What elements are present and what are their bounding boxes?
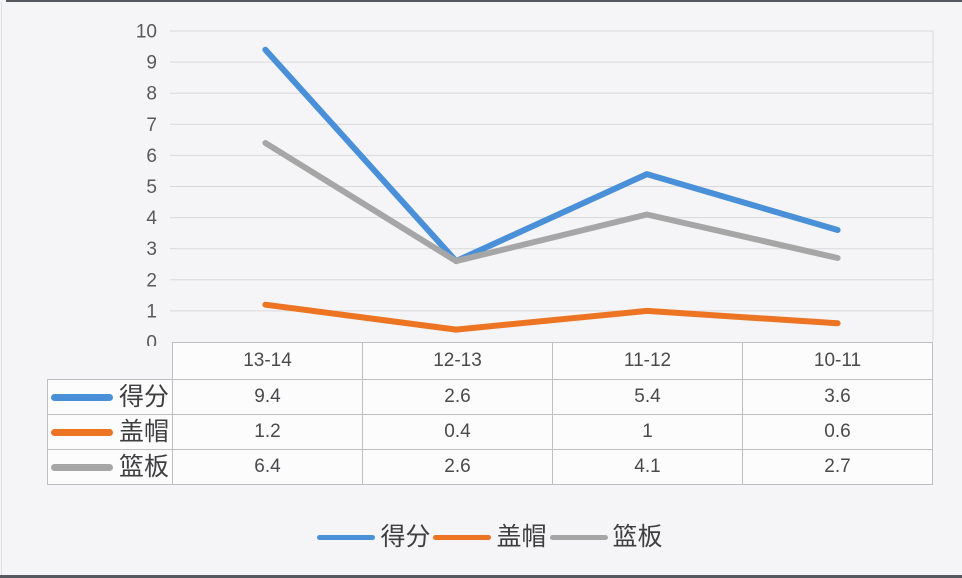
legend-label: 得分 xyxy=(380,523,431,551)
y-axis-tick-label: 6 xyxy=(146,146,157,167)
table-header-row: 13-14 12-13 11-12 10-11 xyxy=(48,342,933,380)
screenshot-top-edge xyxy=(6,0,962,2)
row-header-content: 得分 xyxy=(48,382,172,411)
table-cell: 0.6 xyxy=(742,414,933,450)
legend-label: 篮板 xyxy=(612,523,663,551)
series-line-score xyxy=(262,46,841,265)
y-axis-tick-label: 1 xyxy=(146,301,157,322)
table-cell: 1.2 xyxy=(172,414,363,450)
legend-line-swatch-rebounds xyxy=(549,534,608,540)
data-table-body: 得分 9.4 2.6 5.4 3.6 盖帽 1.2 0.4 1 0.6 篮板 6.4 2.6 4.1 2.7 xyxy=(47,379,933,485)
series-line-rebounds xyxy=(262,140,841,265)
y-axis-tick-label: 3 xyxy=(146,239,157,260)
table-cell: 2.7 xyxy=(742,449,933,485)
row-header-rebounds: 篮板 xyxy=(47,449,173,485)
legend-label: 盖帽 xyxy=(496,523,547,551)
table-cell: 1 xyxy=(552,414,743,450)
legend-line-swatch-blocks xyxy=(433,534,492,540)
y-axis-tick-label: 2 xyxy=(146,270,157,291)
series-key-line-blocks xyxy=(50,428,113,436)
legend-item-score: 得分 xyxy=(317,522,430,552)
screenshot-left-edge xyxy=(1,2,2,575)
series-name: 篮板 xyxy=(118,452,169,481)
chart-legend: 得分 盖帽 篮板 xyxy=(47,521,933,553)
table-corner-blank xyxy=(48,343,173,380)
y-axis-tick-label: 5 xyxy=(146,177,157,198)
y-axis-tick-label: 9 xyxy=(146,53,157,74)
table-cell: 2.6 xyxy=(362,379,553,415)
series-name: 得分 xyxy=(118,382,169,411)
table-row-rebounds: 篮板 6.4 2.6 4.1 2.7 xyxy=(47,449,933,485)
line-chart-plot: 0 1 2 3 4 5 6 7 8 9 10 xyxy=(136,22,934,347)
row-header-score: 得分 xyxy=(47,379,173,415)
legend-item-rebounds: 篮板 xyxy=(549,522,663,552)
data-table-header: 13-14 12-13 11-12 10-11 xyxy=(48,342,933,380)
table-row-blocks: 盖帽 1.2 0.4 1 0.6 xyxy=(47,414,933,450)
y-axis-tick-label: 7 xyxy=(146,115,157,136)
table-cell: 3.6 xyxy=(742,379,933,415)
column-header: 13-14 xyxy=(172,342,363,380)
series-line-blocks xyxy=(262,301,841,333)
y-axis-tick-label: 10 xyxy=(136,22,157,43)
legend-item-blocks: 盖帽 xyxy=(433,522,547,552)
row-header-blocks: 盖帽 xyxy=(47,414,173,450)
table-cell: 2.6 xyxy=(362,449,553,485)
table-cell: 9.4 xyxy=(172,379,363,415)
table-cell: 6.4 xyxy=(172,449,363,485)
table-row-score: 得分 9.4 2.6 5.4 3.6 xyxy=(47,379,933,415)
screenshot-bottom-edge xyxy=(0,575,962,578)
y-axis-tick-label: 8 xyxy=(146,84,157,105)
column-header: 10-11 xyxy=(742,342,933,380)
table-cell: 0.4 xyxy=(362,414,553,450)
table-cell: 4.1 xyxy=(552,449,743,485)
data-table: 13-14 12-13 11-12 10-11 得分 9.4 2.6 5.4 3.6 盖帽 1.2… xyxy=(47,342,933,485)
series-name: 盖帽 xyxy=(118,417,169,446)
series-key-line-score xyxy=(50,393,113,401)
row-header-content: 篮板 xyxy=(48,452,172,481)
row-header-content: 盖帽 xyxy=(48,417,172,446)
legend-line-swatch-score xyxy=(317,534,376,540)
y-axis-tick-label: 0 xyxy=(146,333,157,347)
table-cell: 5.4 xyxy=(552,379,743,415)
series-key-line-rebounds xyxy=(50,463,113,471)
column-header: 11-12 xyxy=(552,342,743,380)
column-header: 12-13 xyxy=(362,342,553,380)
y-axis-tick-label: 4 xyxy=(146,208,157,229)
